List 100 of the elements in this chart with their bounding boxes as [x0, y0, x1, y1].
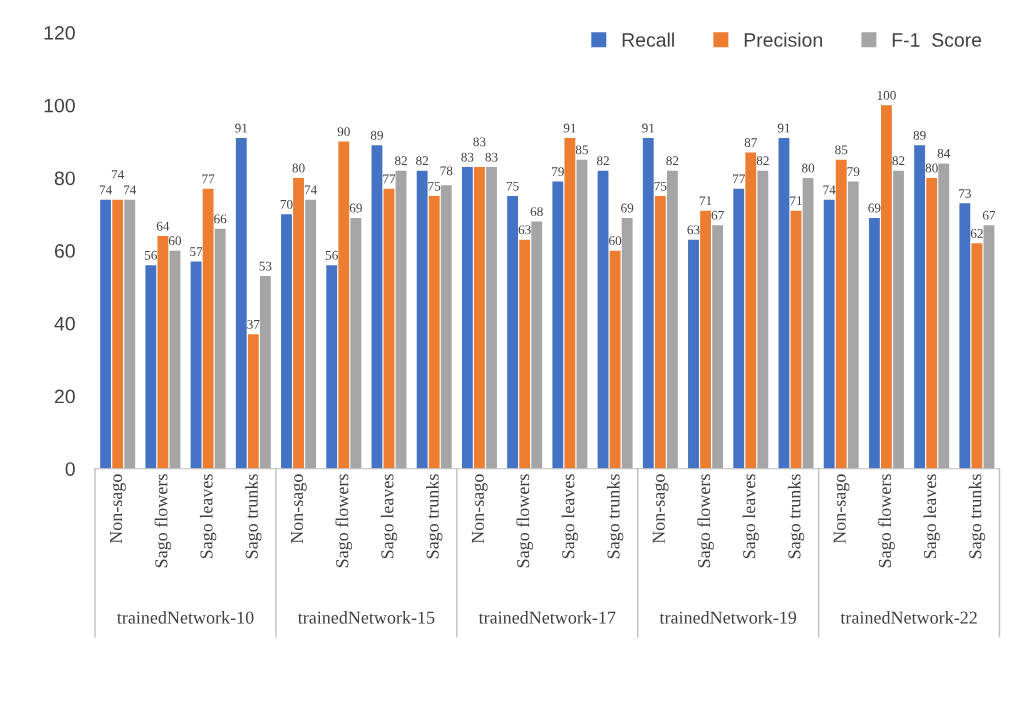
- bar: [802, 177, 814, 469]
- bar: [326, 265, 338, 469]
- bar: [642, 137, 654, 469]
- x-tick-label: Non-sago: [110, 474, 126, 544]
- bar: [383, 188, 395, 469]
- data-label: 73: [959, 189, 971, 198]
- bar: [959, 203, 971, 469]
- data-label: 69: [868, 203, 881, 213]
- data-label: 82: [394, 156, 407, 166]
- text: trainedNetwork-19: [659, 611, 797, 624]
- bar: [926, 177, 938, 469]
- bar: [416, 170, 428, 469]
- bar: [486, 167, 497, 469]
- legend-label: Recall: [622, 32, 674, 47]
- data-label: 63: [687, 225, 700, 235]
- bar: [823, 199, 835, 469]
- bar: [371, 145, 383, 469]
- x-tick-label: Non-sago: [652, 474, 669, 544]
- bar: [259, 276, 271, 469]
- bar: [847, 181, 859, 469]
- x-tick-label: Sago trunks: [968, 474, 986, 559]
- bar: [983, 225, 995, 469]
- data-label: 74: [823, 185, 836, 195]
- data-label: 66: [214, 214, 227, 224]
- legend-label: F-1 Score: [892, 33, 982, 47]
- bar: [881, 105, 892, 469]
- bar: [293, 177, 304, 469]
- data-label: 37: [247, 319, 260, 329]
- bar: [395, 170, 407, 469]
- data-label: 69: [621, 203, 634, 213]
- data-label: 80: [801, 163, 815, 173]
- bar: [914, 145, 926, 469]
- bar: [145, 265, 157, 469]
- bar: [100, 199, 112, 469]
- bar: [597, 170, 609, 469]
- data-label: 78: [440, 166, 453, 176]
- data-label: 82: [756, 156, 769, 166]
- data-label: 77: [733, 174, 745, 184]
- bar: [654, 196, 666, 469]
- text: trainedNetwork-15: [297, 611, 435, 624]
- bar: [733, 188, 745, 469]
- data-label: 56: [144, 250, 158, 260]
- data-label: 63: [518, 225, 531, 235]
- bar: [461, 167, 473, 469]
- bar: [712, 225, 724, 469]
- bar: [202, 188, 214, 469]
- data-label: 91: [642, 123, 655, 133]
- data-label: 91: [563, 123, 576, 133]
- data-label: 89: [370, 130, 383, 140]
- bar: [281, 214, 292, 469]
- x-tick-label: Sago flowers: [697, 474, 714, 568]
- x-tick-label: Non-sago: [471, 474, 488, 544]
- bar: [428, 196, 440, 469]
- bar: [474, 167, 485, 469]
- bar: [247, 334, 259, 469]
- bar: [688, 239, 699, 469]
- bar: [214, 228, 226, 469]
- bar: [700, 210, 711, 469]
- x-tick-label: Sago leaves: [742, 474, 759, 559]
- x-tick-label: Non-sago: [291, 474, 307, 544]
- data-label: 84: [937, 149, 951, 158]
- bar: [576, 159, 588, 469]
- data-label: 74: [99, 185, 112, 195]
- bar: [190, 261, 202, 469]
- bar: [350, 217, 362, 469]
- data-label: 69: [349, 203, 362, 213]
- data-label: 82: [666, 156, 679, 166]
- x-tick-label: Sago trunks: [426, 474, 443, 559]
- data-label: 91: [777, 123, 790, 133]
- x-tick-label: Sago flowers: [335, 474, 353, 568]
- data-label: 77: [202, 174, 215, 184]
- x-tick-label: Sago trunks: [787, 474, 805, 559]
- data-label: 56: [325, 250, 338, 260]
- data-label: 83: [485, 152, 498, 162]
- x-tick-label: Sago flowers: [878, 474, 895, 568]
- data-label: 64: [156, 221, 170, 231]
- data-label: 82: [416, 156, 429, 166]
- data-label: 71: [699, 196, 712, 206]
- text: trainedNetwork-22: [840, 611, 977, 624]
- text: trainedNetwork-10: [116, 611, 254, 624]
- data-label: 57: [190, 247, 203, 257]
- bar: [235, 137, 247, 469]
- data-label: 85: [575, 145, 589, 155]
- bar: [112, 199, 124, 469]
- bar: [507, 196, 519, 469]
- bar: [790, 210, 802, 469]
- bar: [169, 250, 181, 469]
- data-label: 67: [982, 210, 996, 220]
- data-label: 67: [711, 210, 724, 220]
- bar: [666, 170, 678, 469]
- y-tick-label: 60: [54, 244, 75, 258]
- bar: [868, 217, 880, 469]
- data-label: 74: [111, 170, 125, 179]
- bar: [757, 170, 769, 469]
- data-label: 53: [259, 261, 272, 271]
- data-label: 85: [835, 145, 848, 155]
- data-label: 100: [877, 90, 896, 100]
- y-tick-label: 120: [44, 25, 75, 40]
- legend-label: Precision: [744, 32, 822, 47]
- y-tick-label: 20: [54, 389, 75, 404]
